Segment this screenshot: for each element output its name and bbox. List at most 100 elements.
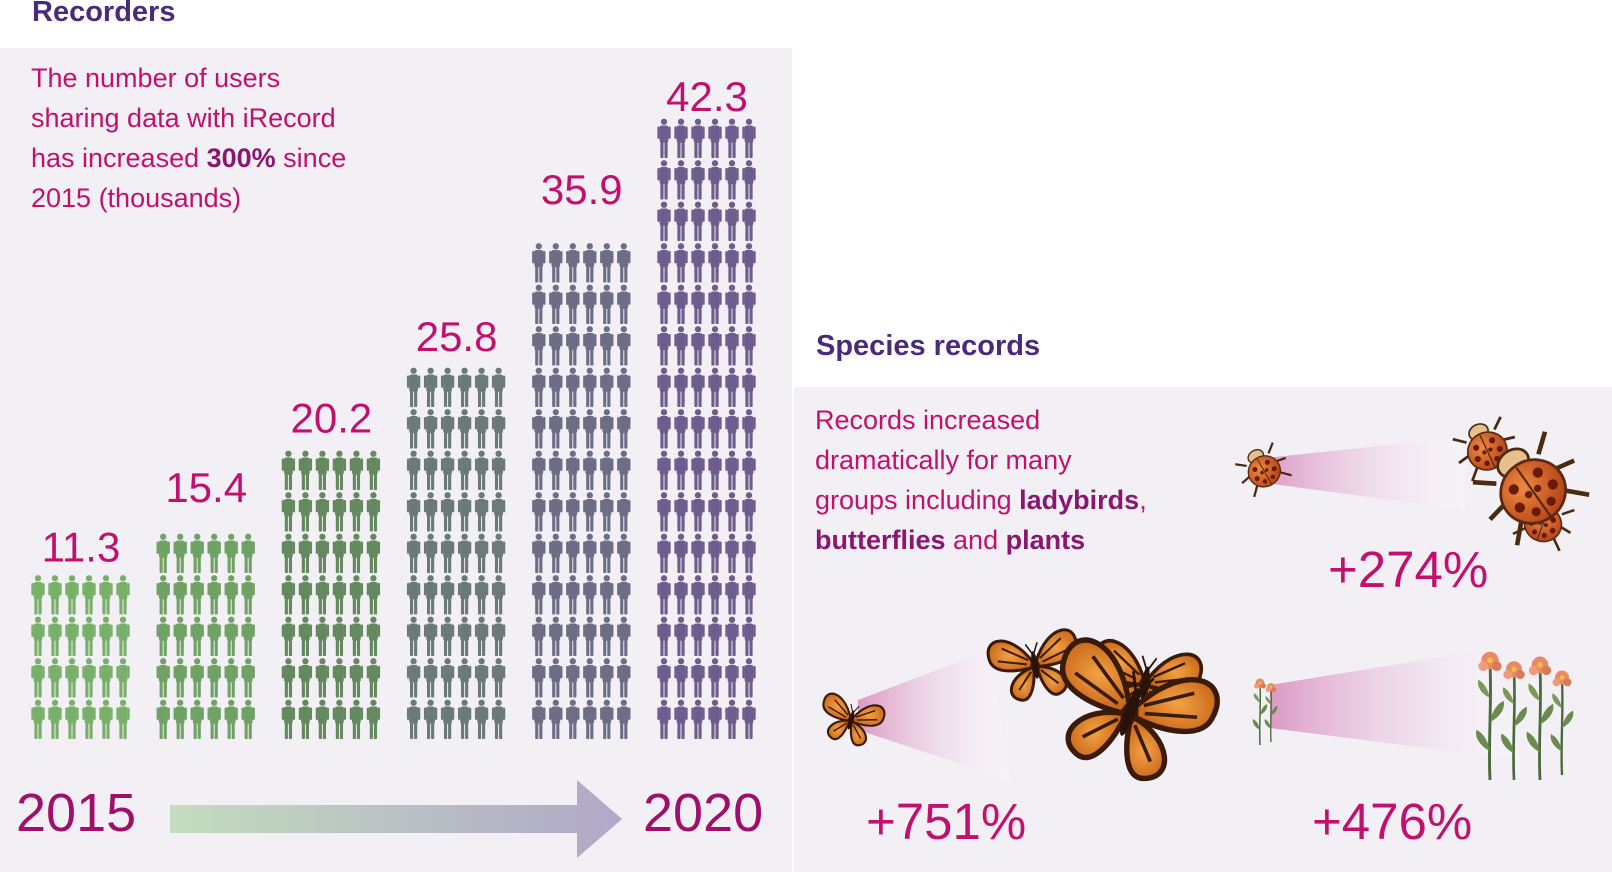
column-5 <box>532 243 631 740</box>
person-icon <box>349 658 364 698</box>
desc-line: has increased 300% since <box>31 138 401 178</box>
person-icon <box>349 699 364 740</box>
person-icon <box>349 492 364 532</box>
desc-text: has increased <box>31 143 207 173</box>
person-icon <box>566 450 580 491</box>
person-icon <box>366 699 381 740</box>
person-icon <box>190 699 204 740</box>
person-icon <box>474 533 489 574</box>
person-icon <box>82 658 96 698</box>
person-icon <box>742 367 756 408</box>
person-icon <box>725 284 739 325</box>
person-icon <box>82 699 96 740</box>
butterfly-growth-beam <box>858 650 1010 780</box>
person-icon <box>600 699 614 740</box>
person-icon <box>549 284 563 325</box>
person-icon <box>315 575 330 615</box>
person-icon <box>583 326 597 366</box>
highlight-ladybirds: ladybirds <box>1019 485 1140 515</box>
person-icon <box>708 658 722 698</box>
person-icon <box>440 699 455 740</box>
person-icon <box>674 492 688 532</box>
person-icon <box>583 533 597 574</box>
person-icon <box>617 326 631 366</box>
person-icon <box>406 367 421 408</box>
person-icon <box>474 658 489 698</box>
person-icon <box>600 575 614 615</box>
person-icon <box>366 450 381 491</box>
person-icon <box>674 533 688 574</box>
person-icon <box>583 243 597 283</box>
person-icon <box>332 575 347 615</box>
person-icon <box>691 326 705 366</box>
plant <box>1525 655 1555 780</box>
person-icon <box>423 616 438 657</box>
person-icon <box>349 450 364 491</box>
person-icon <box>742 658 756 698</box>
person-icon <box>691 492 705 532</box>
person-icon <box>566 533 580 574</box>
person-icon <box>549 367 563 408</box>
person-icon <box>549 616 563 657</box>
person-icon <box>691 118 705 159</box>
person-icon <box>566 243 580 283</box>
desc-line: dramatically for many <box>815 445 1072 475</box>
person-icon <box>423 658 438 698</box>
person-icon <box>491 367 506 408</box>
person-icon <box>224 658 238 698</box>
person-icon <box>691 575 705 615</box>
person-icon <box>725 201 739 242</box>
person-icon <box>657 243 671 283</box>
person-icon <box>742 160 756 200</box>
column-6 <box>657 118 756 740</box>
person-icon <box>583 492 597 532</box>
person-icon <box>366 492 381 532</box>
person-icon <box>532 450 546 491</box>
person-icon <box>657 284 671 325</box>
person-icon <box>241 658 255 698</box>
person-icon <box>549 243 563 283</box>
species-records-title: Species records <box>816 330 1041 362</box>
value-label: 25.8 <box>416 313 498 360</box>
person-icon <box>406 492 421 532</box>
person-icon <box>674 243 688 283</box>
person-icon <box>156 575 170 615</box>
person-icon <box>708 284 722 325</box>
person-icon <box>423 575 438 615</box>
person-icon <box>708 118 722 159</box>
person-icon <box>691 409 705 449</box>
person-icon <box>617 492 631 532</box>
person-icon <box>549 699 563 740</box>
timeline-arrow <box>170 780 622 858</box>
person-icon <box>674 118 688 159</box>
person-icon <box>674 575 688 615</box>
person-icon <box>207 616 221 657</box>
person-icon <box>298 658 313 698</box>
person-icon <box>491 575 506 615</box>
person-icon <box>332 699 347 740</box>
person-icon <box>708 575 722 615</box>
column-1 <box>31 575 130 740</box>
person-icon <box>440 409 455 449</box>
person-icon <box>298 699 313 740</box>
value-label: 11.3 <box>42 524 121 571</box>
person-icon <box>600 326 614 366</box>
person-icon <box>281 492 296 532</box>
desc-line: groups including ladybirds, <box>815 480 1195 520</box>
ladybirds-illustration <box>1229 410 1595 554</box>
person-icon <box>31 699 45 740</box>
person-icon <box>583 699 597 740</box>
person-icon <box>725 533 739 574</box>
person-icon <box>742 409 756 449</box>
person-icon <box>708 616 722 657</box>
person-icon <box>617 284 631 325</box>
person-icon <box>691 160 705 200</box>
person-icon <box>31 575 45 615</box>
person-icon <box>674 409 688 449</box>
person-icon <box>549 533 563 574</box>
person-icon <box>691 284 705 325</box>
person-icon <box>725 243 739 283</box>
ladybirds-percent: +274% <box>1328 541 1489 598</box>
person-icon <box>474 699 489 740</box>
